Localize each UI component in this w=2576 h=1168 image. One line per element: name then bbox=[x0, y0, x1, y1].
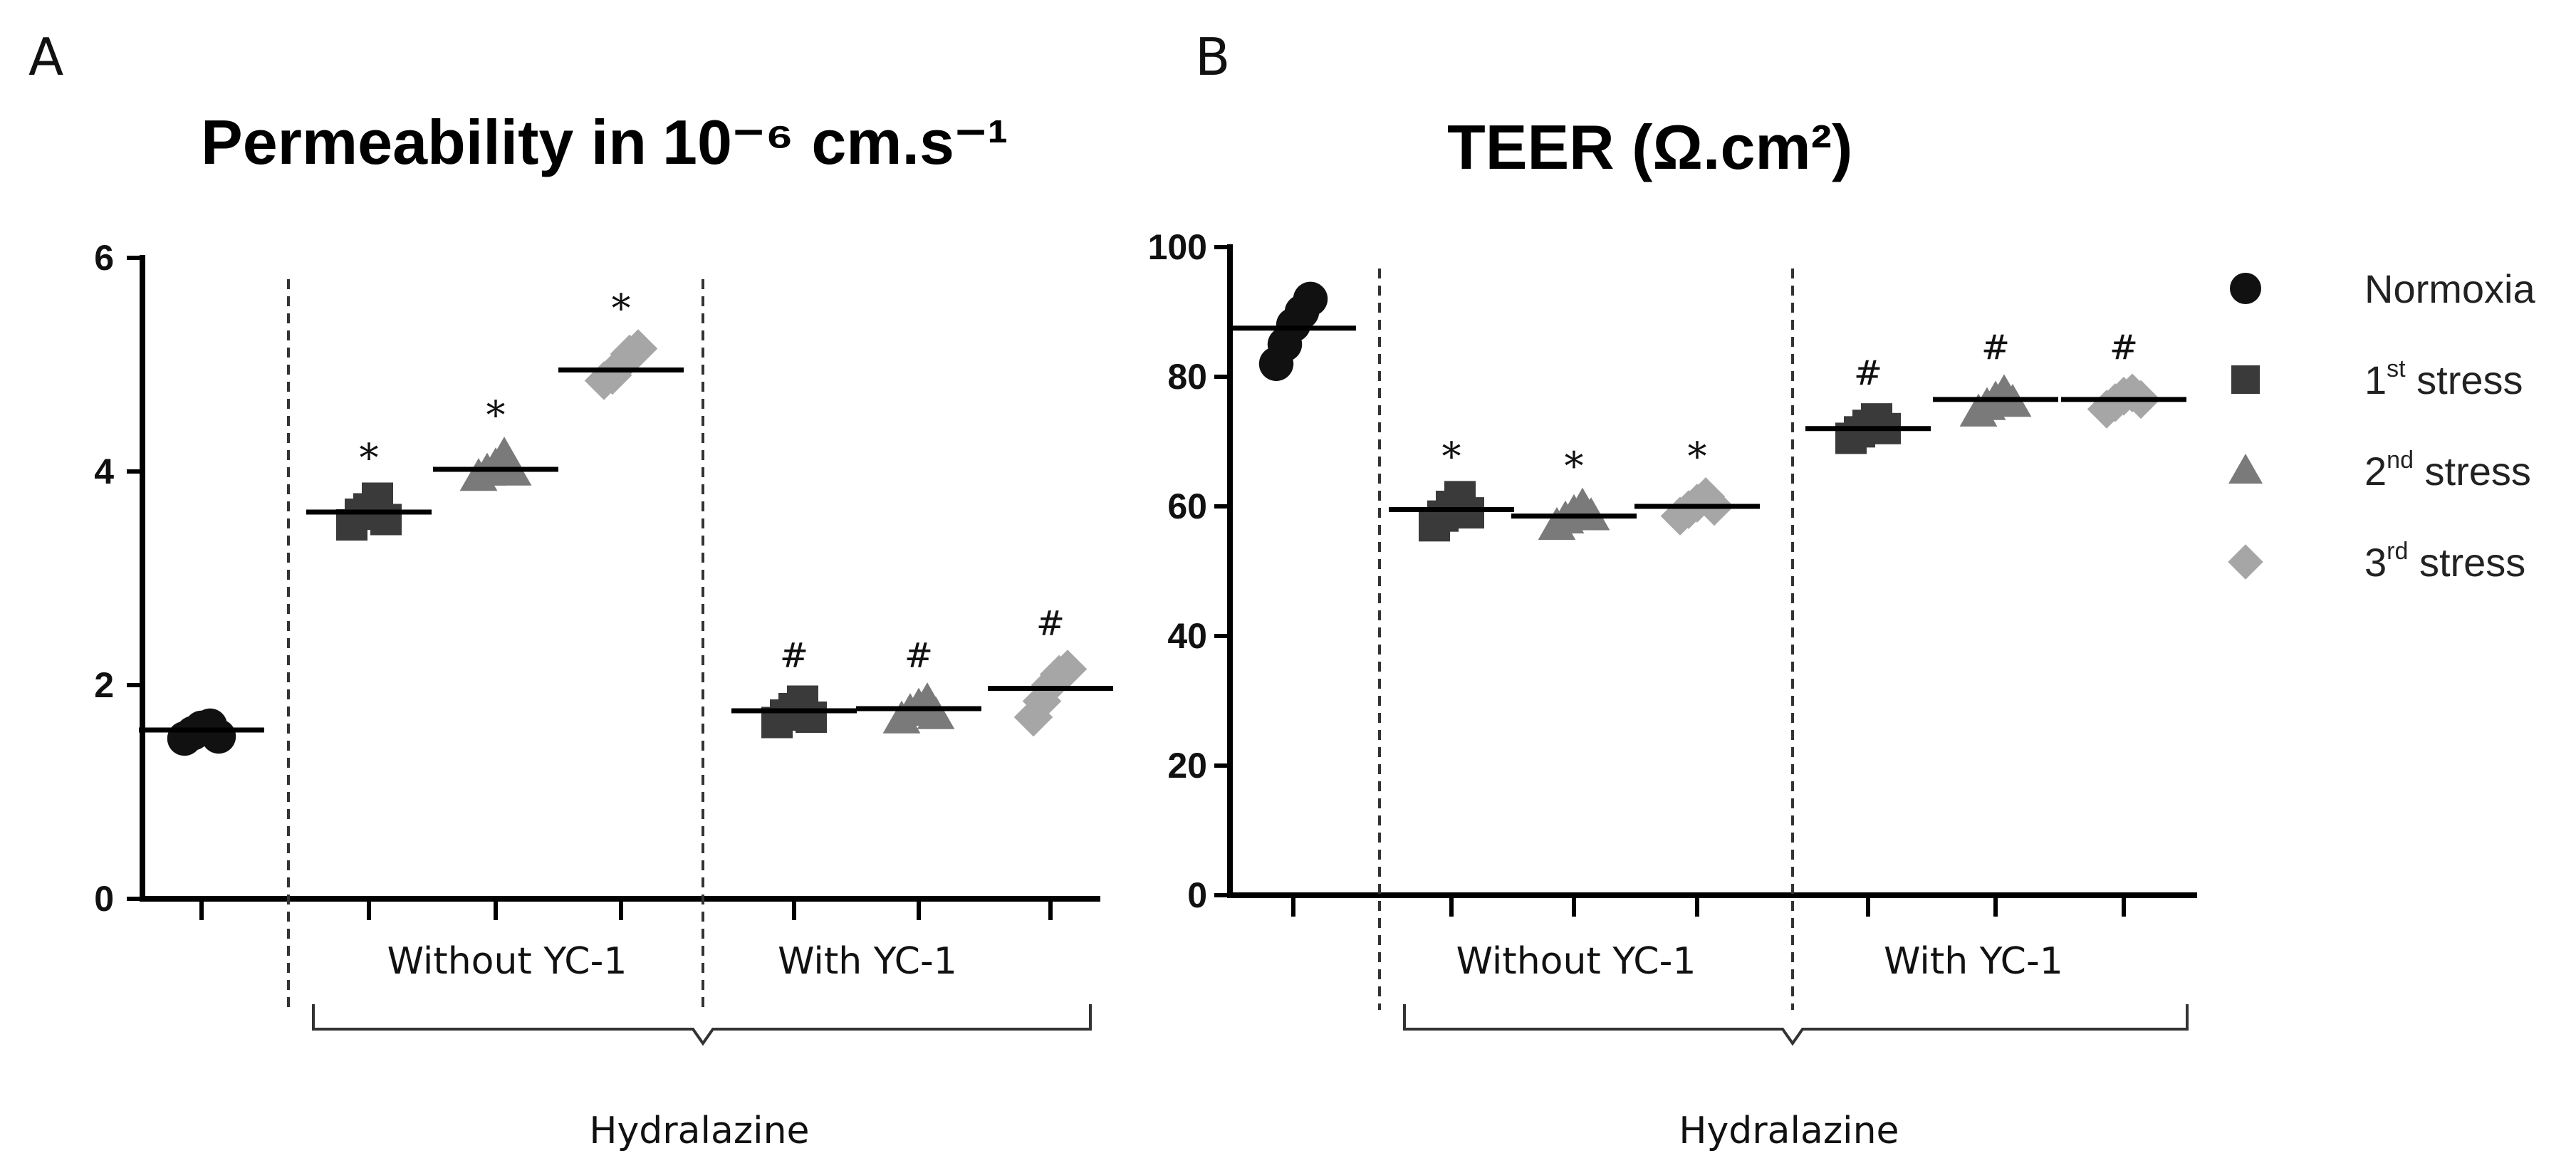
legend-label-sup: nd bbox=[2387, 447, 2414, 474]
panel-b-super-label: Hydralazine bbox=[1679, 1110, 1899, 1152]
legend-label-tail: stress bbox=[2414, 449, 2531, 494]
panel-b-y-tick-label: 40 bbox=[1167, 616, 1207, 656]
panel-a-y-tick-label: 6 bbox=[94, 238, 114, 278]
panel-a-significance-marker: * bbox=[360, 436, 379, 481]
legend-label-tail: stress bbox=[2408, 540, 2525, 585]
panel-b-y-tick-label: 60 bbox=[1167, 486, 1207, 526]
panel-b-data-point bbox=[1293, 281, 1328, 316]
panel-b-significance-marker: # bbox=[2110, 328, 2138, 367]
legend-label: 2nd stress bbox=[2364, 447, 2531, 494]
panel-a-significance-marker: * bbox=[612, 286, 631, 331]
legend-label-tail: stress bbox=[2406, 358, 2523, 402]
panel-letter-b: B bbox=[1195, 27, 1230, 87]
panel-a-data-point bbox=[917, 696, 955, 729]
panel-a-significance-marker: * bbox=[486, 393, 506, 438]
panel-a-y-tick-label: 2 bbox=[94, 665, 114, 705]
panel-b-group-label: Without YC-1 bbox=[1456, 940, 1696, 983]
panel-a-title-text: Permeability in bbox=[201, 107, 647, 177]
panel-letter-a: A bbox=[28, 27, 63, 87]
panel-b-plot: 0 20 40 60 80 100 Without YC-1 With YC-1 Hydrala… bbox=[1148, 227, 2197, 1152]
panel-b-hydralazine-brace bbox=[1403, 1004, 2189, 1046]
panel-a-group-label: Without YC-1 bbox=[387, 940, 627, 983]
legend-label: Normoxia bbox=[2364, 266, 2535, 311]
panel-a-title: Permeability in 10⁻⁶ cm.s⁻¹ bbox=[201, 107, 1008, 177]
legend-swatch bbox=[2230, 273, 2261, 304]
panel-a-significance-marker: # bbox=[1036, 604, 1065, 644]
panel-b-significance-marker: # bbox=[1854, 353, 1882, 393]
legend-label-base: 2 bbox=[2364, 449, 2387, 494]
panel-a-title-unit: 10⁻⁶ cm.s⁻¹ bbox=[662, 107, 1008, 177]
panel-a-hydralazine-brace bbox=[312, 1004, 1092, 1046]
panel-b-significance-marker: # bbox=[1981, 328, 2010, 367]
legend-label: 3rd stress bbox=[2364, 538, 2525, 585]
legend-swatch bbox=[2231, 365, 2260, 394]
panel-b-title: TEER (Ω.cm²) bbox=[1447, 112, 1852, 182]
legend-swatch bbox=[2228, 454, 2263, 484]
legend-label-sup: rd bbox=[2387, 538, 2408, 565]
panel-b-y-tick-label: 20 bbox=[1167, 746, 1207, 786]
legend-label-base: 3 bbox=[2364, 540, 2387, 585]
panel-a-group-label: With YC-1 bbox=[778, 940, 957, 983]
panel-b-significance-marker: * bbox=[1688, 434, 1707, 479]
panel-a-significance-marker: # bbox=[904, 636, 933, 676]
panel-a-data-point bbox=[618, 329, 658, 368]
panel-a-y-tick-label: 4 bbox=[94, 452, 114, 491]
panel-b-y-tick-label: 80 bbox=[1167, 357, 1207, 397]
panel-a-data-point bbox=[1048, 650, 1088, 689]
panel-a-data-point bbox=[796, 702, 827, 733]
panel-a-data-point bbox=[370, 504, 402, 536]
legend-label-sup: st bbox=[2387, 355, 2406, 382]
panel-b-y-tick-label: 100 bbox=[1148, 227, 1207, 267]
panel-a-plot: 0 2 4 6 Without YC-1 With YC-1 Hydralazine * * * #… bbox=[94, 238, 1113, 1152]
legend-label-base: 1 bbox=[2364, 358, 2387, 402]
panel-a-data-point bbox=[201, 719, 236, 754]
legend-swatch bbox=[2228, 544, 2263, 580]
legend-label: 1st stress bbox=[2364, 355, 2523, 402]
panel-b-significance-marker: * bbox=[1442, 434, 1461, 479]
panel-b-group-label: With YC-1 bbox=[1884, 940, 2063, 983]
panel-a-significance-marker: # bbox=[780, 636, 808, 676]
panel-b-significance-marker: * bbox=[1565, 444, 1584, 489]
panel-b-data-point bbox=[1453, 497, 1484, 529]
panel-a-y-tick-label: 0 bbox=[94, 879, 114, 919]
panel-a-super-label: Hydralazine bbox=[589, 1110, 809, 1152]
panel-b-y-tick-label: 0 bbox=[1187, 875, 1207, 915]
legend-label-base: Normoxia bbox=[2364, 266, 2535, 311]
